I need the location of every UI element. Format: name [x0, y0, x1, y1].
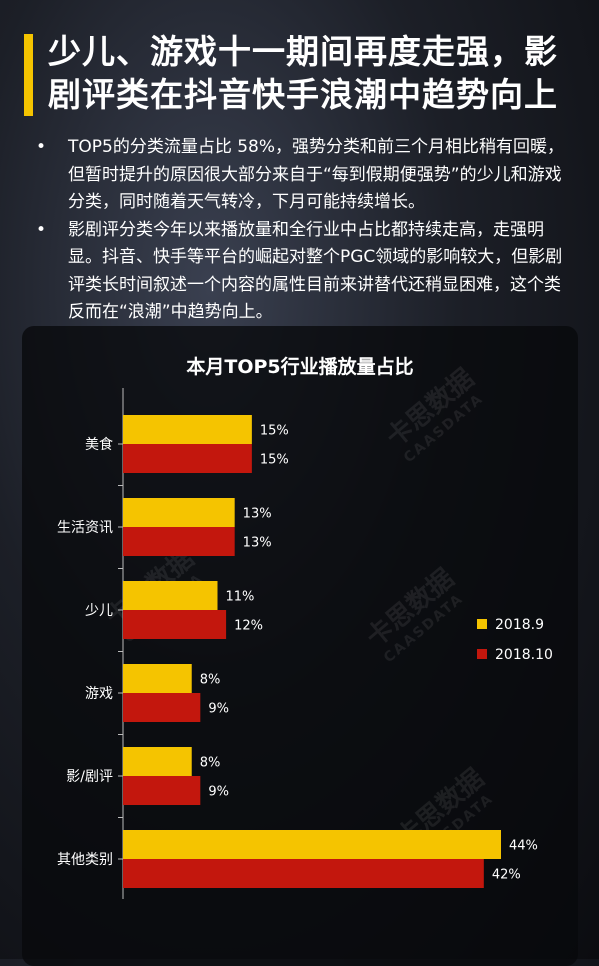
title-accent-bar [24, 34, 33, 116]
bullet-item-1: TOP5的分类流量占比 58%，强势分类和前三个月相比稍有回暖，但暂时提升的原因… [32, 134, 572, 217]
data-label: 15% [260, 424, 289, 439]
data-label: 8% [200, 756, 221, 771]
data-label: 15% [260, 453, 289, 468]
data-label: 11% [226, 590, 255, 605]
data-label: 42% [492, 868, 521, 883]
bar [123, 527, 235, 556]
data-label: 13% [243, 536, 272, 551]
legend-swatch [477, 619, 487, 629]
category-label: 其他类别 [57, 852, 113, 868]
bar [123, 693, 201, 722]
bullet-list: TOP5的分类流量占比 58%，强势分类和前三个月相比稍有回暖，但暂时提升的原因… [32, 134, 572, 327]
title-line-2: 剧评类在抖音快手浪潮中趋势向上 [48, 75, 558, 114]
category-label: 生活资讯 [57, 520, 113, 536]
chart-title: 本月TOP5行业播放量占比 [186, 355, 413, 378]
bar [123, 444, 252, 473]
bar [123, 415, 252, 444]
bar [123, 498, 235, 527]
data-label: 8% [200, 673, 221, 688]
page-title: 少儿、游戏十一期间再度走强，影 剧评类在抖音快手浪潮中趋势向上 [48, 30, 588, 116]
data-label: 12% [234, 619, 263, 634]
bar [123, 859, 484, 888]
legend-label: 2018.10 [495, 647, 553, 663]
category-label: 少儿 [85, 603, 113, 619]
category-label: 影/剧评 [66, 769, 113, 785]
title-line-1: 少儿、游戏十一期间再度走强，影 [48, 32, 558, 71]
bar [123, 830, 501, 859]
data-label: 44% [509, 839, 538, 854]
bar [123, 581, 218, 610]
data-label: 9% [208, 785, 229, 800]
legend-label: 2018.9 [495, 617, 544, 633]
category-label: 游戏 [85, 686, 113, 702]
bar [123, 776, 201, 805]
data-label: 9% [208, 702, 229, 717]
bar [123, 664, 192, 693]
data-label: 13% [243, 507, 272, 522]
legend-swatch [477, 649, 487, 659]
bar [123, 610, 227, 639]
bullet-item-2: 影剧评分类今年以来播放量和全行业中占比都持续走高，走强明显。抖音、快手等平台的崛… [32, 217, 572, 327]
bar [123, 747, 192, 776]
category-label: 美食 [85, 436, 113, 453]
